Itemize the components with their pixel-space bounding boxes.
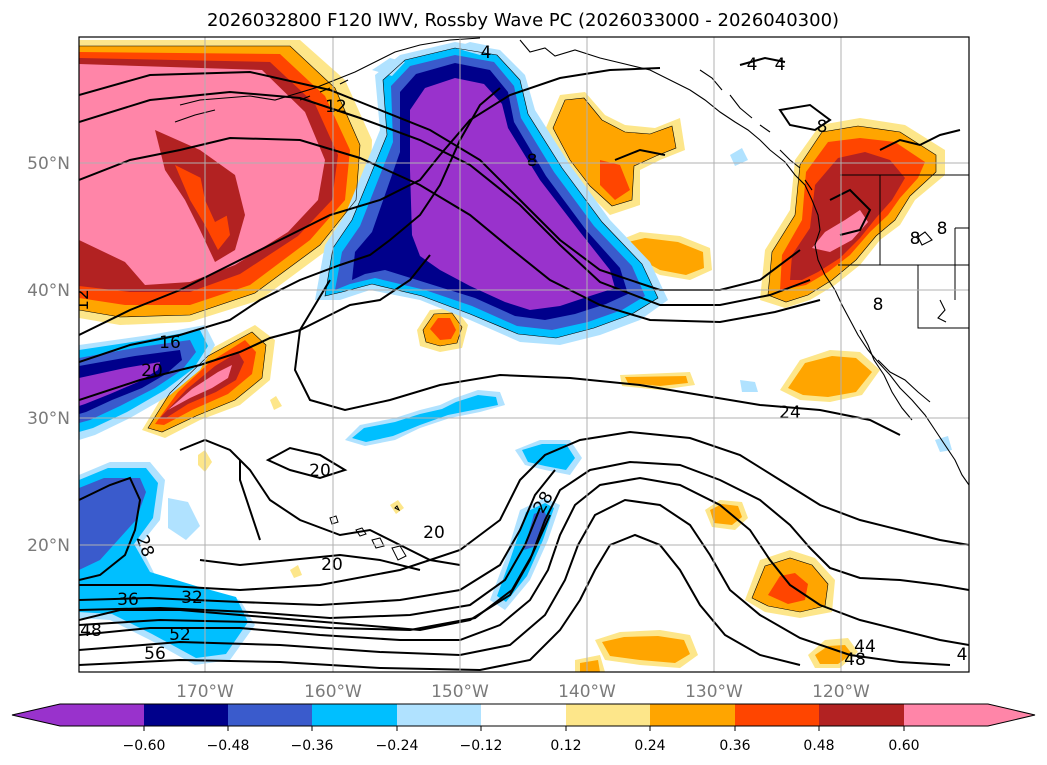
latitude-labels: 50°N 40°N 30°N 20°N: [27, 154, 70, 556]
colorbar-swatch: [650, 704, 735, 726]
lon-label-150w: 150°W: [431, 682, 489, 702]
contour-label: 16: [159, 333, 181, 353]
colorbar-swatch: [144, 704, 228, 726]
lat-label-50n: 50°N: [27, 154, 70, 174]
contour-label: 48: [80, 621, 102, 641]
colorbar-extend-min: [12, 704, 60, 726]
contour-label: 24: [779, 403, 801, 423]
colorbar-tick-label: 0.60: [888, 738, 919, 754]
contour-label: 8: [873, 295, 884, 315]
colorbar-swatch: [819, 704, 904, 726]
colorbar-tick-label: −0.12: [460, 738, 503, 754]
state-boundaries: [838, 174, 969, 329]
colorbar-tick-label: −0.36: [291, 738, 334, 754]
colorbar-swatch: [735, 704, 819, 726]
contour-label: 32: [181, 588, 203, 608]
colorbar-swatch: [481, 704, 566, 726]
map-title: 2026032800 F120 IWV, Rossby Wave PC (202…: [207, 10, 839, 31]
coastlines: [174, 37, 969, 486]
lon-label-160w: 160°W: [304, 682, 362, 702]
iwv-positive-anomaly: [79, 40, 945, 672]
colorbar-extend-max: [988, 704, 1035, 726]
contour-label: 4: [957, 645, 968, 665]
contour-label: 8: [527, 151, 538, 171]
contour-label: 4: [775, 55, 786, 75]
lat-label-40n: 40°N: [27, 281, 70, 301]
lat-label-30n: 30°N: [27, 409, 70, 429]
lat-label-20n: 20°N: [27, 536, 70, 556]
colorbar-swatch: [60, 704, 144, 726]
graticule: [79, 37, 969, 672]
colorbar-swatch: [312, 704, 397, 726]
lon-label-120w: 120°W: [812, 682, 870, 702]
colorbar-tick-label: 0.24: [634, 738, 665, 754]
contour-label: 20: [423, 523, 445, 543]
contour-label: 8: [817, 117, 828, 137]
contour-label: 4: [481, 43, 492, 63]
contour-label: 20: [321, 555, 343, 575]
colorbar-tick-label: −0.48: [207, 738, 250, 754]
lon-label-140w: 140°W: [558, 682, 616, 702]
contour-label: 48: [844, 650, 866, 670]
islands: [329, 505, 407, 561]
contour-label: 12: [73, 289, 93, 311]
longitude-labels: 170°W 160°W 150°W 140°W 130°W 120°W: [176, 682, 870, 702]
colorbar-tick-label: 0.36: [719, 738, 750, 754]
colorbar-tick-label: 0.12: [550, 738, 581, 754]
contour-label: 52: [169, 625, 191, 645]
contour-label: 36: [117, 590, 139, 610]
contour-label: 8: [910, 229, 921, 249]
colorbar-tick-label: 0.48: [803, 738, 834, 754]
colorbar-swatch: [904, 704, 988, 726]
colorbar-swatch: [397, 704, 481, 726]
contour-label: 20: [309, 461, 331, 481]
contour-label: 4: [747, 55, 758, 75]
colorbar-tick-label: −0.24: [376, 738, 419, 754]
iwv-contours: [79, 56, 969, 672]
colorbar-tick-label: −0.60: [123, 738, 166, 754]
map-frame: 4 4 4 8 12 8 8 8 8 12 16 20 24 20 20 20 …: [73, 36, 970, 673]
colorbar: −0.60 −0.48 −0.36 −0.24 −0.12 0.12 0.24 …: [11, 703, 1036, 754]
contour-label: 8: [937, 219, 948, 239]
lon-label-170w: 170°W: [176, 682, 234, 702]
contour-label: 12: [325, 97, 347, 117]
contour-label: 56: [144, 644, 166, 664]
colorbar-swatch: [228, 704, 312, 726]
colorbar-swatch: [566, 704, 650, 726]
contour-label: 44: [854, 637, 876, 657]
lon-label-130w: 130°W: [685, 682, 743, 702]
contour-label: 20: [141, 361, 163, 381]
fill-outlines: [79, 45, 937, 613]
